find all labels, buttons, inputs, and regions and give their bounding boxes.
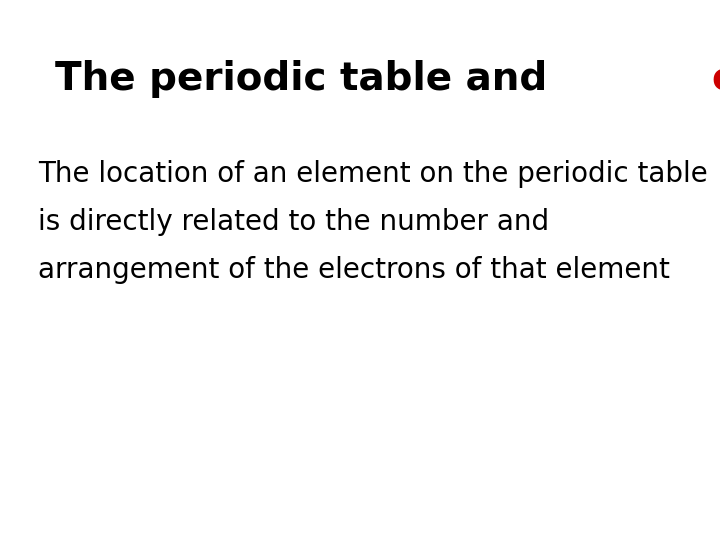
Text: arrangement of the electrons of that element: arrangement of the electrons of that ele…: [38, 256, 670, 284]
Text: The location of an element on the periodic table: The location of an element on the period…: [38, 160, 708, 188]
Text: The periodic table and: The periodic table and: [55, 60, 561, 98]
Text: is directly related to the number and: is directly related to the number and: [38, 208, 549, 236]
Text: electrons: electrons: [712, 60, 720, 98]
